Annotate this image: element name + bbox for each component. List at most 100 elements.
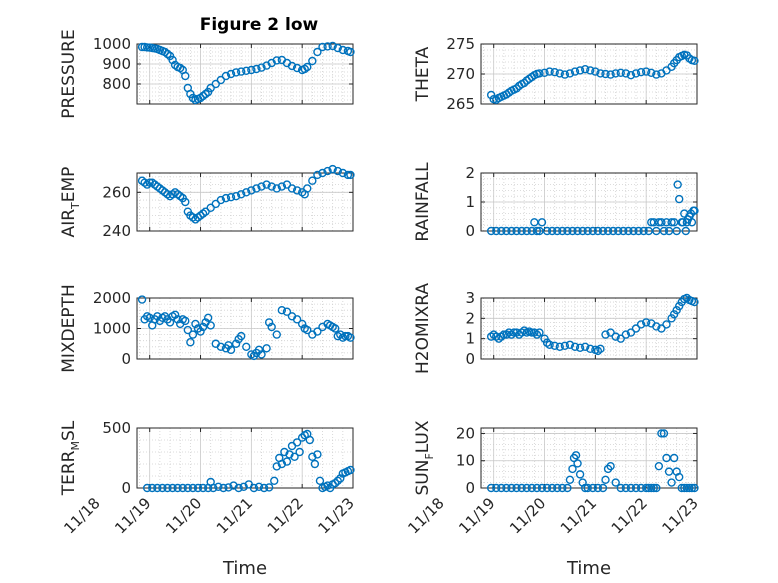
data-point <box>606 70 615 79</box>
data-point <box>170 310 180 319</box>
data-point <box>297 319 307 329</box>
data-point <box>619 226 628 236</box>
data-point <box>522 483 531 493</box>
data-point <box>303 62 312 72</box>
data-point <box>603 226 613 236</box>
data-point <box>601 330 610 339</box>
data-point <box>247 65 256 75</box>
data-point <box>158 483 167 493</box>
data-point <box>259 483 269 493</box>
data-point <box>502 483 511 493</box>
data-point <box>575 66 585 75</box>
x-axis-label-right: Time <box>566 558 611 579</box>
data-point <box>507 483 516 493</box>
data-point <box>181 316 190 326</box>
data-point <box>341 331 350 341</box>
y-axis-label-rest: SL <box>59 420 79 441</box>
data-point <box>333 476 342 485</box>
y-axis-label: PRESSURE <box>59 29 79 118</box>
data-point <box>573 459 582 468</box>
y-tick-label: 10 <box>456 452 475 470</box>
y-axis-label: SUNFLUX <box>413 420 436 495</box>
data-point <box>229 481 238 490</box>
data-point <box>657 429 666 438</box>
data-point <box>647 483 656 493</box>
data-point <box>560 341 570 350</box>
data-point <box>270 476 279 485</box>
data-point <box>285 450 294 459</box>
data-point <box>254 482 264 491</box>
data-point <box>239 482 248 491</box>
data-point <box>191 319 200 329</box>
y-tick-label: 1000 <box>93 320 131 338</box>
data-point <box>264 483 274 492</box>
data-point <box>664 467 674 476</box>
data-point <box>219 483 228 493</box>
data-point <box>168 483 177 493</box>
data-point <box>626 70 636 80</box>
subplot-mixdepth: 0 1000 2000 MIXDEPTH <box>59 284 355 373</box>
data-point <box>308 56 317 66</box>
data-point <box>290 452 299 461</box>
data-point <box>634 226 643 236</box>
x-tick-label: 11/19 <box>111 494 154 537</box>
data-point <box>659 429 669 438</box>
data-point <box>652 322 661 331</box>
data-point <box>216 195 226 205</box>
data-point <box>262 180 271 189</box>
data-point <box>183 483 193 493</box>
data-point <box>568 464 577 474</box>
data-point <box>257 350 266 359</box>
data-point <box>591 67 600 76</box>
data-point <box>571 451 581 460</box>
data-point <box>252 64 261 74</box>
data-point <box>593 226 603 236</box>
data-point <box>575 470 585 479</box>
data-point <box>257 182 266 191</box>
data-point <box>497 483 506 493</box>
data-point <box>649 483 658 493</box>
data-point <box>277 459 287 469</box>
data-point <box>647 68 656 78</box>
data-point <box>313 327 322 336</box>
data-point <box>272 462 281 471</box>
data-point <box>624 226 633 236</box>
data-point <box>687 218 697 227</box>
data-point <box>226 192 236 202</box>
data-point <box>173 315 182 324</box>
x-tick-label: 11/21 <box>557 494 600 537</box>
data-point <box>216 75 226 85</box>
data-point <box>153 483 162 493</box>
data-point <box>313 47 322 57</box>
data-point <box>257 63 266 72</box>
data-point <box>532 226 542 236</box>
data-point <box>626 483 636 493</box>
y-tick-label: 900 <box>102 55 131 73</box>
data-point <box>224 483 233 492</box>
data-point <box>550 341 559 350</box>
data-point <box>580 64 590 74</box>
y-axis-label-subscript: F <box>423 453 436 459</box>
y-axis-label-main: SUN <box>413 460 433 496</box>
data-point <box>331 324 340 333</box>
data-point <box>507 226 516 236</box>
data-point <box>606 328 615 337</box>
data-point <box>181 197 190 207</box>
data-point <box>537 218 547 227</box>
data-point <box>280 447 289 457</box>
data-point <box>631 483 641 493</box>
data-point <box>631 324 641 333</box>
data-point <box>573 226 582 236</box>
y-axis-label: H2OMIXRA <box>413 283 433 374</box>
data-point <box>282 457 292 466</box>
data-point <box>328 164 337 174</box>
data-point <box>142 483 152 493</box>
y-tick-label: 0 <box>465 222 475 240</box>
y-tick-label: 240 <box>102 222 131 240</box>
data-point <box>137 295 147 304</box>
data-point <box>346 465 355 475</box>
data-point <box>331 479 340 488</box>
data-point <box>527 483 537 493</box>
data-point <box>193 483 203 493</box>
data-point <box>611 69 620 78</box>
